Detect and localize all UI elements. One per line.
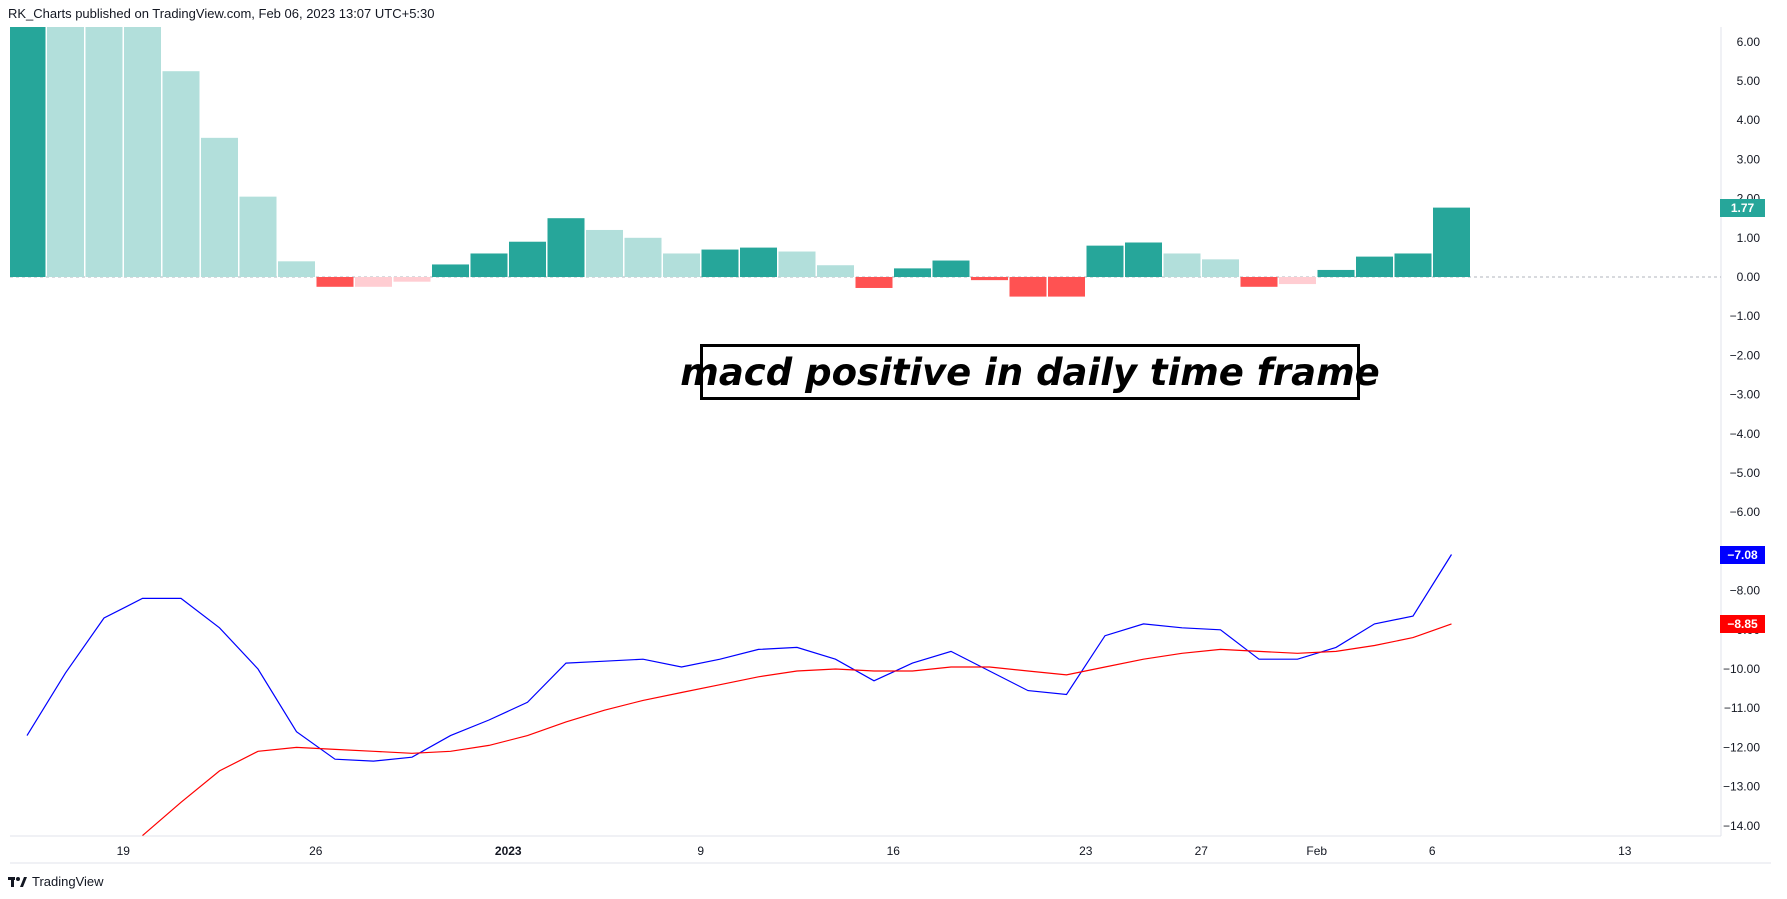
y-tick-label: 4.00 xyxy=(1737,113,1761,127)
histogram-bar xyxy=(855,277,893,288)
y-tick-label: −6.00 xyxy=(1730,505,1761,519)
axis-frame xyxy=(10,27,1771,864)
y-axis-ticks: 6.005.004.003.002.001.000.00−1.00−2.00−3… xyxy=(1723,35,1760,833)
x-tick-label: Feb xyxy=(1306,844,1327,858)
histogram-bar xyxy=(971,277,1008,281)
y-tick-label: −8.00 xyxy=(1730,584,1761,598)
histogram-bar xyxy=(586,229,623,277)
x-tick-label: 27 xyxy=(1195,844,1209,858)
y-tick-label: −1.00 xyxy=(1730,309,1761,323)
histogram-bar xyxy=(509,241,546,277)
histogram-bar xyxy=(1125,242,1162,277)
tradingview-logo[interactable]: TradingView xyxy=(8,874,104,889)
y-tick-label: 0.00 xyxy=(1737,270,1761,284)
macd-line xyxy=(26,554,1453,762)
histogram-bar xyxy=(1202,259,1239,277)
y-tick-label: 6.00 xyxy=(1737,35,1761,49)
x-tick-label: 16 xyxy=(887,844,901,858)
histogram-bar xyxy=(894,268,931,277)
y-tick-label: 5.00 xyxy=(1737,74,1761,88)
histogram-bar xyxy=(47,27,84,277)
histogram-bar xyxy=(932,260,970,277)
x-axis-ticks: 19 26 2023 9 16 23 27 Feb 6 13 xyxy=(117,844,1632,858)
histogram-bar xyxy=(201,137,238,277)
histogram-bar xyxy=(547,218,585,277)
publisher-header: RK_Charts published on TradingView.com, … xyxy=(8,6,435,21)
signal-line xyxy=(142,623,1452,837)
histogram-bar xyxy=(10,27,46,277)
annotation-text-box[interactable]: macd positive in daily time frame xyxy=(680,344,1380,400)
histogram-bar xyxy=(1240,277,1278,287)
x-tick-label: 19 xyxy=(117,844,131,858)
histogram-bar xyxy=(1317,269,1355,277)
y-tick-label: −10.00 xyxy=(1723,662,1760,676)
histogram-bar xyxy=(701,249,739,277)
histogram-bar xyxy=(1009,277,1047,297)
histogram-bar xyxy=(239,196,277,277)
x-tick-label: 9 xyxy=(697,844,704,858)
histogram-bar xyxy=(817,265,854,277)
histogram-bar xyxy=(1433,207,1470,277)
histogram-bar xyxy=(1356,256,1393,277)
histogram-value-tag: 1.77 xyxy=(1720,198,1765,217)
indicator-lines xyxy=(26,554,1453,837)
histogram-bar xyxy=(162,71,200,277)
y-tick-label: 3.00 xyxy=(1737,152,1761,166)
histogram-bar xyxy=(624,237,662,277)
histogram-bar xyxy=(393,277,431,282)
y-tick-label: −11.00 xyxy=(1724,701,1760,715)
y-tick-label: −14.00 xyxy=(1723,819,1760,833)
y-tick-label: −13.00 xyxy=(1723,780,1760,794)
y-tick-label: −5.00 xyxy=(1730,466,1761,480)
histogram-bar xyxy=(778,251,816,277)
histogram-bar xyxy=(470,253,508,277)
y-tick-label: −4.00 xyxy=(1730,427,1761,441)
histogram-bar xyxy=(355,277,392,287)
histogram-bar xyxy=(740,247,777,277)
y-tick-label: −12.00 xyxy=(1723,740,1760,754)
histogram-bar xyxy=(85,27,123,277)
histogram-bar xyxy=(124,27,161,277)
histogram-bars xyxy=(10,27,1470,297)
histogram-bar xyxy=(278,261,315,277)
histogram-bar xyxy=(316,277,354,287)
histogram-bar xyxy=(1394,253,1432,277)
signal-value-tag: −8.85 xyxy=(1720,614,1765,633)
logo-text: TradingView xyxy=(32,874,104,889)
tradingview-logo-icon xyxy=(8,876,27,887)
histogram-bar xyxy=(1279,277,1316,285)
histogram-bar xyxy=(1086,245,1124,277)
y-tick-label: −2.00 xyxy=(1730,348,1761,362)
y-tick-label: −3.00 xyxy=(1730,388,1761,402)
y-tick-label: 1.00 xyxy=(1737,231,1761,245)
macd-value-tag: −7.08 xyxy=(1720,545,1765,564)
x-tick-label: 13 xyxy=(1618,844,1632,858)
histogram-bar xyxy=(1048,277,1085,297)
x-tick-label: 23 xyxy=(1079,844,1093,858)
x-tick-label: 6 xyxy=(1429,844,1436,858)
x-tick-label: 26 xyxy=(309,844,323,858)
histogram-bar xyxy=(1163,253,1201,277)
histogram-bar xyxy=(663,253,700,277)
histogram-bar xyxy=(432,264,469,277)
x-tick-label: 2023 xyxy=(495,844,522,858)
